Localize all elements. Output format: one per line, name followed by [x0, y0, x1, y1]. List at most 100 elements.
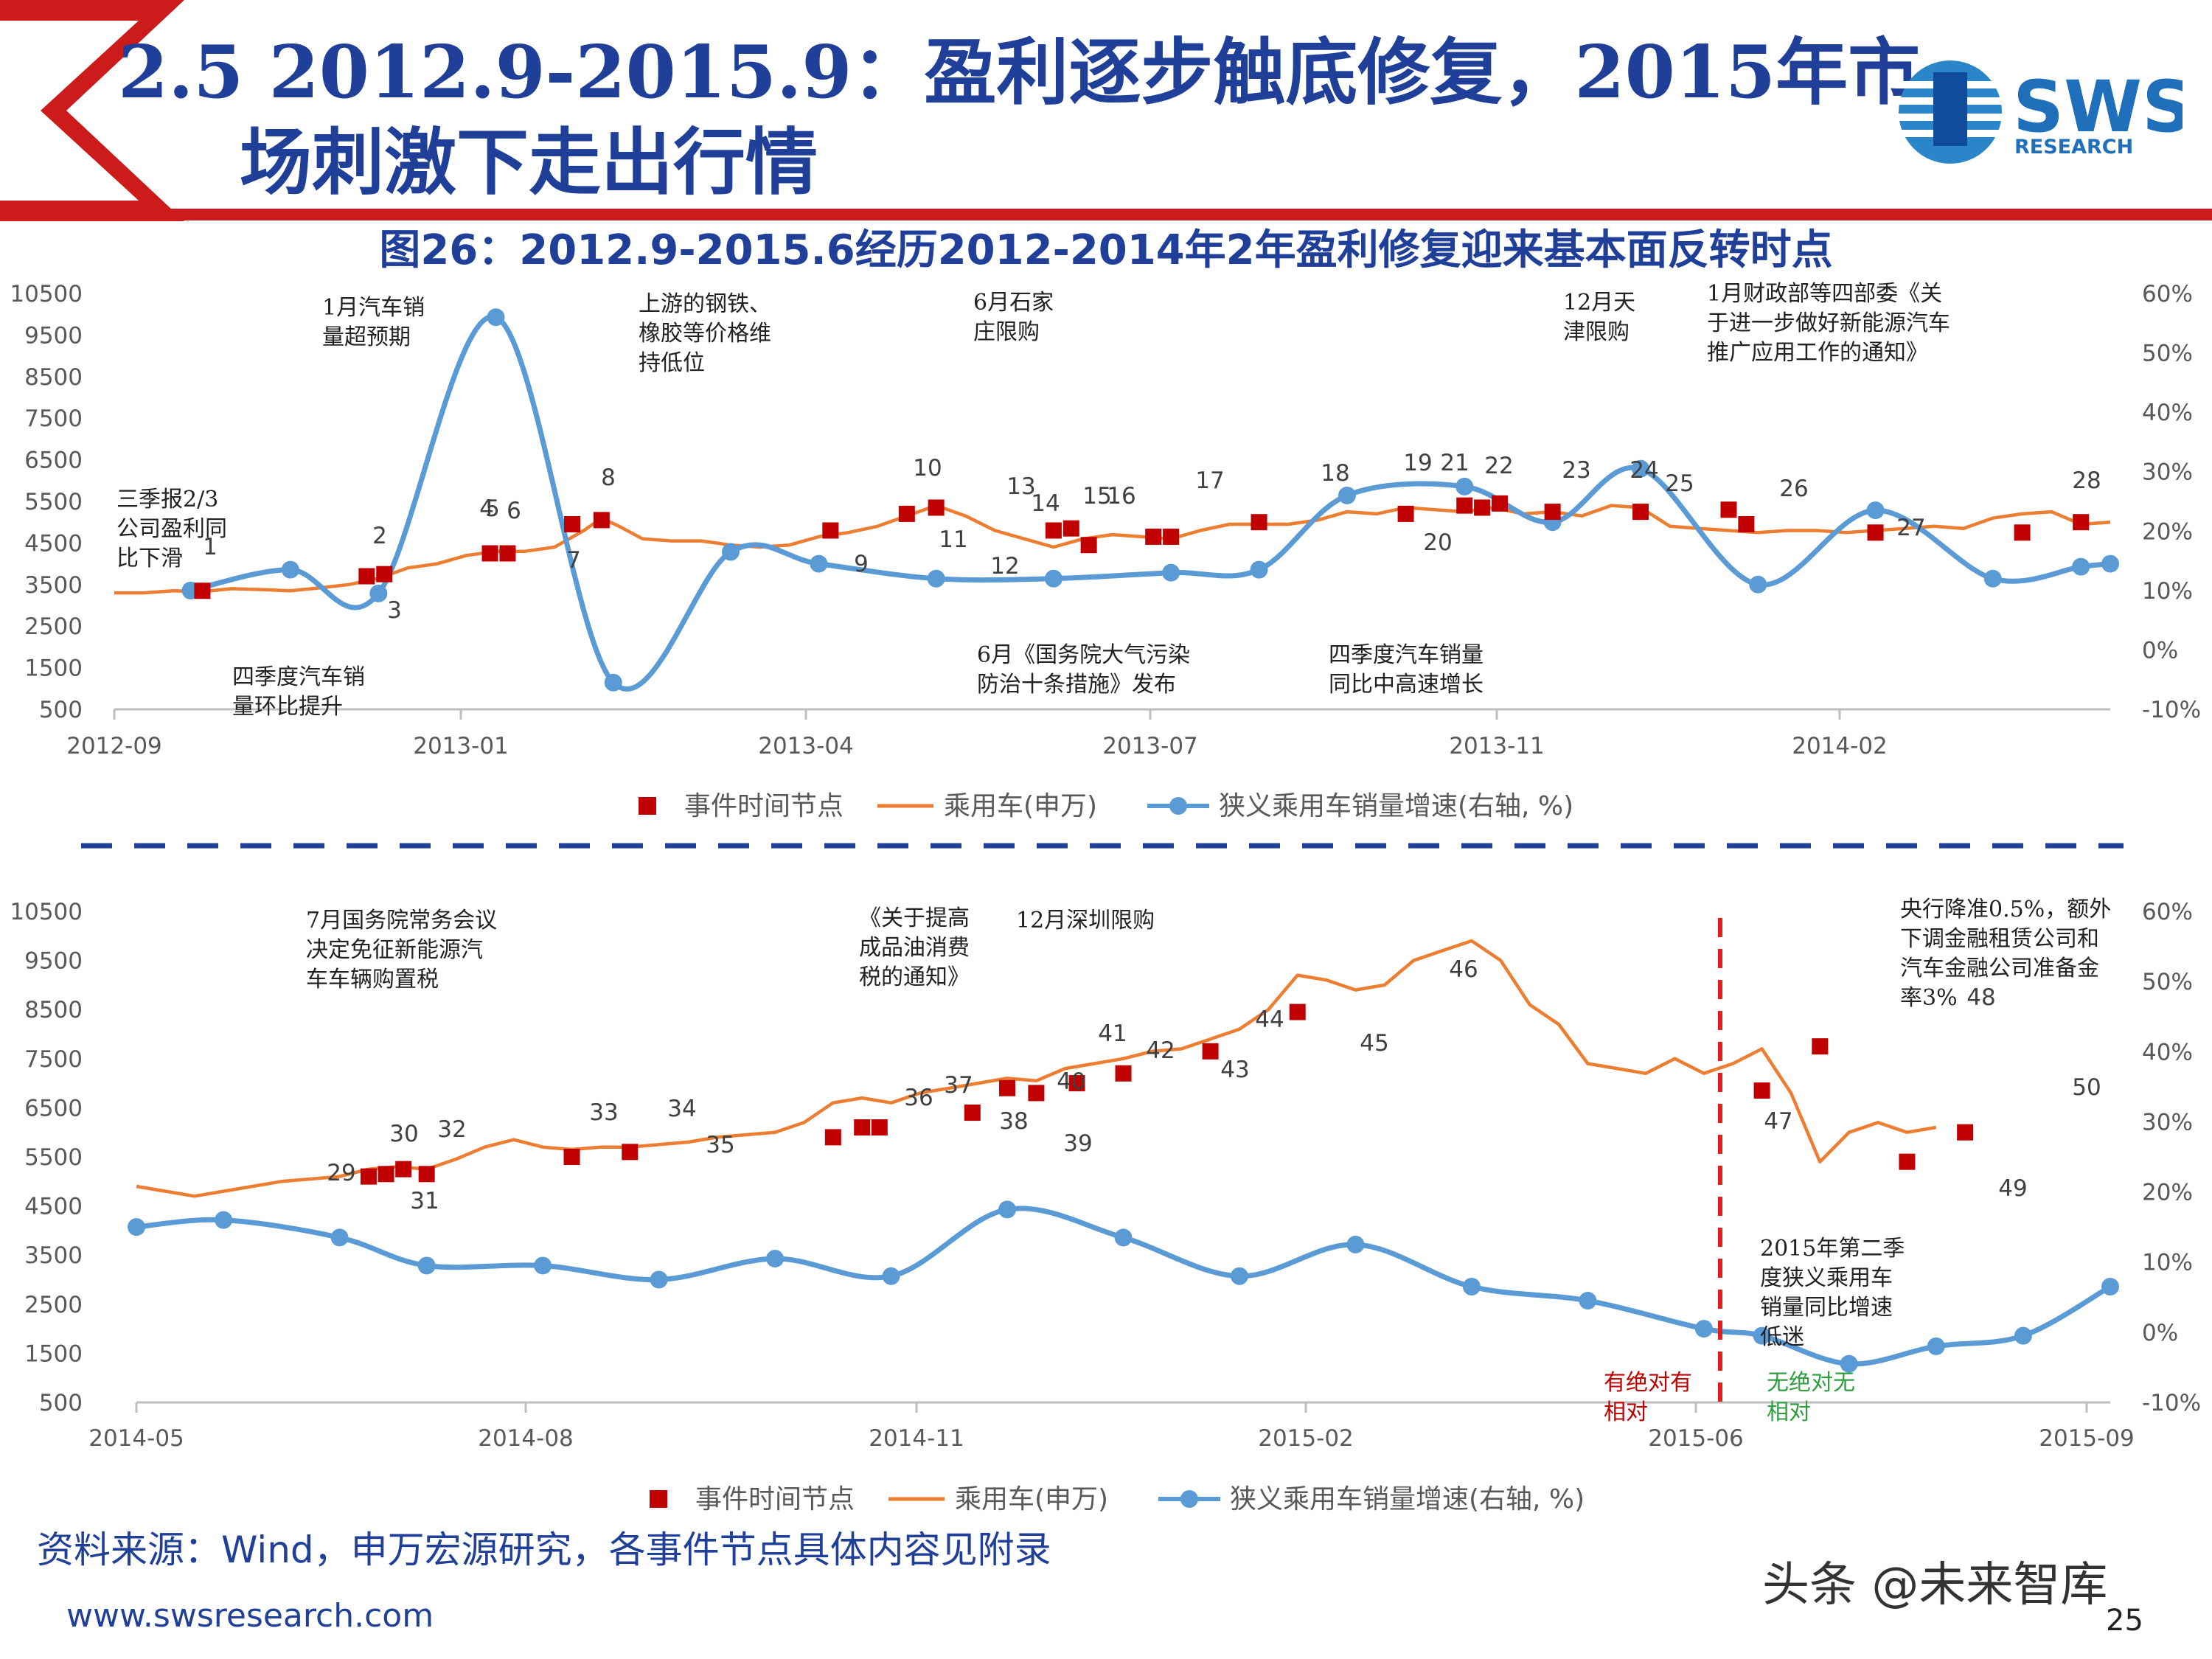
- y-left-tick-label: 10500: [10, 281, 83, 307]
- event-point-label: 49: [1998, 1175, 2027, 1202]
- event-point-label: 39: [1063, 1130, 1092, 1157]
- sales-growth-point: [215, 1211, 233, 1229]
- header-white-chevron: [0, 21, 139, 201]
- series-line-passenger-car-index: [136, 939, 1937, 1198]
- sales-growth-point: [604, 673, 622, 692]
- event-point-label: 13: [1006, 473, 1035, 500]
- sales-growth-point: [1114, 1228, 1133, 1247]
- sales-growth-point: [1694, 1320, 1713, 1338]
- event-point-label: 7: [566, 547, 581, 574]
- y-left-tick-label: 4500: [24, 1194, 83, 1220]
- y-left-tick-label: 1500: [24, 655, 83, 682]
- y-left-tick-label: 6500: [24, 1095, 83, 1121]
- event-marker: [418, 1166, 435, 1183]
- chart-annotation: 《关于提高成品油消费税的通知》: [859, 905, 970, 990]
- series-line-sales-growth: [133, 1206, 2113, 1367]
- event-marker: [1163, 528, 1180, 545]
- y-right-tick-label: 40%: [2142, 1039, 2193, 1065]
- annotation-line: 推广应用工作的通知》: [1707, 340, 1928, 366]
- annotation-line: 同比中高速增长: [1329, 672, 1484, 698]
- chart-annotation: 2015年第二季度狭义乘用车销量同比增速低迷: [1760, 1236, 1905, 1350]
- chart-annotation: 上游的钢铁、橡胶等价格维持低位: [639, 291, 771, 376]
- chart-annotation: 四季度汽车销量同比中高速增长: [1329, 642, 1484, 698]
- annotation-line: 6月《国务院大气污染: [977, 642, 1190, 668]
- sales-growth-point: [369, 584, 388, 602]
- event-marker: [563, 1149, 580, 1165]
- slide-title-line2: 场刺激下走出行情: [240, 120, 818, 205]
- sales-growth-point: [281, 560, 299, 579]
- page-number: 25: [2106, 1604, 2143, 1638]
- x-tick-label: 2015-06: [1648, 1425, 1744, 1452]
- y-left-tick-label: 5500: [24, 489, 83, 515]
- chart-1: 2012-09 2013-01 2013-04 2013-07 2013-11 2014-…: [10, 281, 2201, 821]
- event-point-label: 42: [1146, 1037, 1175, 1064]
- event-point-label: 21: [1440, 450, 1469, 476]
- event-point-label: 43: [1220, 1057, 1249, 1083]
- annotation-line: 1月财政部等四部委《关: [1707, 281, 1942, 307]
- annotation-line: 12月天: [1563, 290, 1635, 316]
- annotation-line: 12月深圳限购: [1016, 908, 1155, 933]
- event-point-label: 47: [1764, 1108, 1792, 1135]
- sales-growth-point: [1455, 477, 1474, 495]
- event-marker: [898, 505, 915, 522]
- event-marker: [1397, 505, 1414, 522]
- chart-annotation: 三季报2/3 公司盈利同比下滑: [116, 487, 227, 571]
- annotation-line: 比下滑: [116, 546, 183, 571]
- chart-annotation: 1月汽车销量超预期: [322, 295, 425, 350]
- event-point-label: 36: [904, 1085, 933, 1111]
- annotation-line: 庄限购: [973, 319, 1040, 345]
- y-left-tick-label: 4500: [24, 530, 83, 557]
- annotation-line: 7月国务院常务会议: [306, 908, 497, 933]
- event-point-label: 24: [1630, 457, 1658, 484]
- x-tick-label: 2013-11: [1449, 733, 1545, 759]
- sales-growth-point: [2101, 554, 2119, 573]
- event-marker: [1456, 497, 1473, 514]
- y-right-tick-label: 30%: [2142, 459, 2193, 486]
- event-marker: [1068, 1075, 1085, 1092]
- annotation-line: 税的通知》: [859, 964, 970, 990]
- y-right-tick-label: 0%: [2142, 637, 2178, 664]
- event-point-label: 14: [1031, 490, 1060, 517]
- chart-annotation: 6月石家庄限购: [973, 290, 1054, 345]
- event-marker: [481, 545, 498, 562]
- chart-annotation: 7月国务院常务会议决定免征新能源汽车车辆购置税: [306, 908, 497, 992]
- y-right-tick-label: -10%: [2142, 697, 2201, 723]
- event-point-label: 35: [706, 1132, 734, 1158]
- event-point-label: 15: [1082, 483, 1111, 509]
- event-marker: [376, 566, 393, 582]
- event-point-label: 18: [1321, 460, 1349, 487]
- legend-label-growth: 狭义乘用车销量增速(右轴, %): [1219, 791, 1573, 821]
- x-tick-label: 2012-09: [66, 733, 162, 759]
- sales-growth-point: [487, 308, 505, 327]
- event-point-label: 26: [1779, 476, 1808, 502]
- event-marker: [622, 1144, 639, 1161]
- event-point-label: 38: [999, 1108, 1028, 1135]
- legend-label-events: 事件时间节点: [695, 1484, 855, 1514]
- y-right-tick-label: 40%: [2142, 400, 2193, 426]
- sales-growth-point: [1579, 1292, 1597, 1310]
- event-marker: [1720, 501, 1737, 518]
- event-marker: [1289, 1004, 1306, 1020]
- figure-title: 图26：2012.9-2015.6经历2012-2014年2年盈利修复迎来基本面…: [379, 226, 1833, 274]
- x-tick-label: 2014-08: [478, 1425, 574, 1452]
- sales-growth-point: [2101, 1278, 2119, 1296]
- logo-text: SWS: [2013, 66, 2183, 148]
- legend-event-marker: [639, 797, 656, 815]
- annotation-line: 度狭义乘用车: [1760, 1265, 1893, 1291]
- event-point-label: 3: [387, 597, 402, 624]
- y-right-tick-label: 50%: [2142, 341, 2193, 367]
- event-marker: [1812, 1038, 1829, 1055]
- annotation-line: 下调金融租赁公司和: [1900, 926, 2099, 952]
- event-point-label: 28: [2072, 467, 2101, 494]
- sales-growth-point: [1749, 575, 1767, 594]
- event-point-label: 30: [389, 1121, 418, 1147]
- x-tick-label: 2014-11: [869, 1425, 964, 1452]
- sales-growth-point: [2072, 557, 2090, 576]
- sales-growth-point: [128, 1218, 145, 1237]
- sales-growth-point: [998, 1200, 1017, 1219]
- slide-title-line1: 2.5 2012.9-2015.9：盈利逐步触底修复，2015年市: [118, 30, 1921, 115]
- sales-growth-point: [1044, 569, 1062, 588]
- annotation-line: 2015年第二季: [1760, 1236, 1905, 1262]
- event-marker: [2073, 514, 2090, 531]
- legend-blue-point: [1180, 1490, 1198, 1508]
